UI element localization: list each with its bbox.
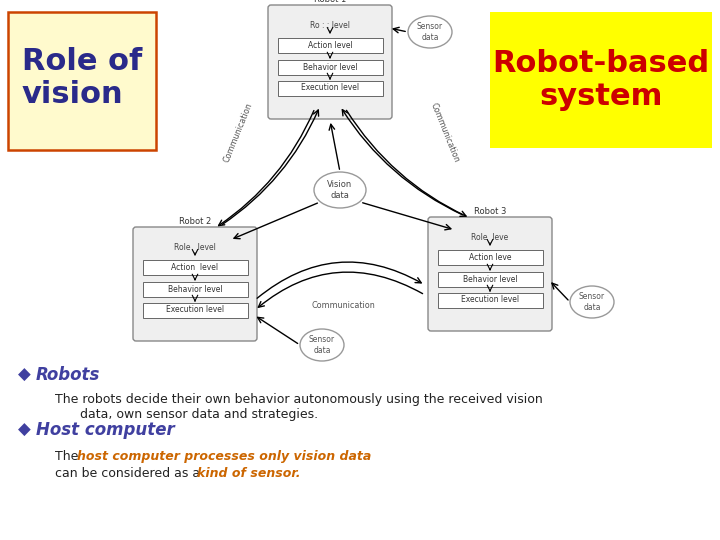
FancyBboxPatch shape	[277, 37, 382, 52]
Ellipse shape	[408, 16, 452, 48]
Text: Communication: Communication	[311, 301, 375, 310]
Text: Behavior level: Behavior level	[302, 63, 357, 71]
FancyBboxPatch shape	[277, 80, 382, 96]
Text: Execution level: Execution level	[166, 306, 224, 314]
FancyBboxPatch shape	[438, 249, 542, 265]
Text: Action level: Action level	[307, 40, 352, 50]
Text: Sensor
data: Sensor data	[579, 292, 605, 312]
Ellipse shape	[570, 286, 614, 318]
FancyBboxPatch shape	[268, 5, 392, 119]
FancyBboxPatch shape	[143, 302, 248, 318]
FancyBboxPatch shape	[277, 59, 382, 75]
Ellipse shape	[300, 329, 344, 361]
Text: Role of
vision: Role of vision	[22, 46, 142, 109]
Text: The robots decide their own behavior autonomously using the received vision: The robots decide their own behavior aut…	[55, 393, 543, 406]
FancyBboxPatch shape	[438, 293, 542, 307]
Text: Robot 3: Robot 3	[474, 207, 506, 216]
Text: Robots: Robots	[36, 366, 100, 384]
Text: ◆: ◆	[18, 421, 31, 439]
Text: Sensor
data: Sensor data	[417, 22, 443, 42]
FancyBboxPatch shape	[438, 272, 542, 287]
Text: data, own sensor data and strategies.: data, own sensor data and strategies.	[80, 408, 318, 421]
Text: Sensor
data: Sensor data	[309, 335, 335, 355]
Text: Communication: Communication	[222, 102, 254, 164]
Text: Communication: Communication	[429, 102, 461, 164]
Text: Robot 2: Robot 2	[179, 217, 211, 226]
Text: Behavior level: Behavior level	[168, 285, 222, 294]
Text: can be considered as a: can be considered as a	[55, 467, 204, 480]
Text: Robot 1: Robot 1	[314, 0, 346, 4]
Text: kind of sensor.: kind of sensor.	[197, 467, 300, 480]
Text: ◆: ◆	[18, 366, 31, 384]
FancyBboxPatch shape	[143, 281, 248, 296]
Text: Role  leve: Role leve	[472, 233, 508, 242]
Text: host computer processes only vision data: host computer processes only vision data	[77, 450, 372, 463]
Text: Role   level: Role level	[174, 244, 216, 253]
Ellipse shape	[314, 172, 366, 208]
FancyBboxPatch shape	[143, 260, 248, 274]
Text: Vision
data: Vision data	[328, 180, 353, 200]
Text: Action  level: Action level	[171, 262, 219, 272]
Text: The: The	[55, 450, 82, 463]
Text: Execution level: Execution level	[461, 295, 519, 305]
Text: Robot-based
system: Robot-based system	[492, 49, 710, 111]
Text: Action leve: Action leve	[469, 253, 511, 261]
Text: Execution level: Execution level	[301, 84, 359, 92]
FancyBboxPatch shape	[490, 12, 712, 148]
FancyBboxPatch shape	[428, 217, 552, 331]
FancyBboxPatch shape	[133, 227, 257, 341]
Text: Host computer: Host computer	[36, 421, 175, 439]
FancyBboxPatch shape	[8, 12, 156, 150]
Text: Ro : : level: Ro : : level	[310, 22, 350, 30]
Text: Behavior level: Behavior level	[463, 274, 517, 284]
